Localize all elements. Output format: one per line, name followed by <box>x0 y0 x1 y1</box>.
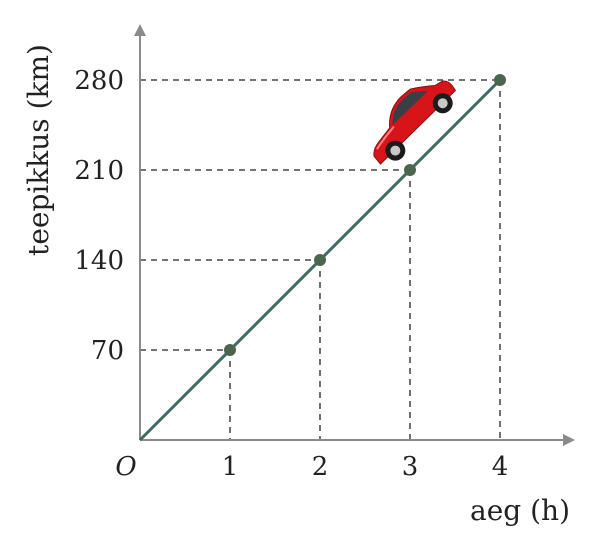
y-tick-label: 140 <box>74 246 124 276</box>
x-tick-label: 2 <box>312 452 329 482</box>
data-point-1 <box>224 344 236 356</box>
y-axis-title: teepikkus (km) <box>22 44 55 256</box>
x-tick-label: 4 <box>492 452 509 482</box>
guide-lines <box>140 79 501 440</box>
x-axis-title: aeg (h) <box>470 494 570 527</box>
y-tick-labels: 70 140 210 280 <box>74 66 124 366</box>
x-tick-label: 1 <box>222 452 239 482</box>
x-tick-label: 3 <box>402 452 419 482</box>
car-illustration <box>373 80 457 165</box>
car-window <box>392 91 428 126</box>
car-highlight <box>376 125 395 150</box>
origin-label: O <box>115 452 136 482</box>
car-front-rim <box>437 98 448 109</box>
x-tick-labels: 1 2 3 4 <box>222 452 509 482</box>
data-point-4 <box>494 74 506 86</box>
y-tick-label: 280 <box>74 66 124 96</box>
y-tick-label: 210 <box>74 156 124 186</box>
data-point-2 <box>314 254 326 266</box>
car-rear-rim <box>390 145 401 156</box>
data-points <box>224 74 506 356</box>
data-point-3 <box>404 164 416 176</box>
y-tick-label: 70 <box>91 336 124 366</box>
